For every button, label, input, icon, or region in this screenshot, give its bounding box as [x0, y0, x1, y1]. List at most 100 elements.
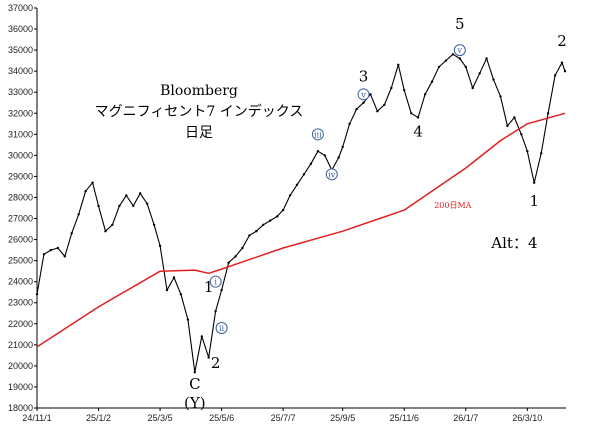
price-point	[248, 234, 251, 237]
y-tick-label: 19000	[8, 382, 33, 392]
price-point	[410, 112, 413, 115]
price-point	[526, 150, 529, 153]
price-point	[546, 112, 550, 115]
price-point	[269, 219, 272, 222]
price-point	[323, 154, 326, 157]
price-point	[132, 204, 135, 208]
price-point	[234, 255, 237, 258]
price-point	[471, 86, 474, 90]
price-point	[220, 288, 223, 292]
y-tick-label: 22000	[8, 319, 33, 329]
price-point	[403, 88, 406, 92]
circled-wave-label: ⅲ	[311, 128, 324, 141]
circled-wave-label: ⅴ	[357, 88, 370, 101]
price-point	[146, 202, 149, 205]
wave-label: 5	[455, 15, 465, 33]
x-tick-label: 26/1/7	[453, 413, 478, 423]
price-point	[316, 150, 320, 153]
price-point	[390, 86, 393, 90]
y-tick-label: 34000	[8, 66, 33, 76]
price-point	[376, 110, 379, 113]
wave-label: (Y)	[184, 394, 206, 412]
y-tick-label: 33000	[8, 87, 33, 97]
wave-circle-label: ⅰ	[214, 278, 217, 287]
x-tick-label: 26/3/10	[512, 413, 542, 423]
price-point	[77, 213, 80, 216]
price-point	[207, 356, 210, 359]
price-point	[91, 181, 94, 184]
wave-circle	[453, 44, 466, 57]
price-point	[492, 78, 495, 81]
price-point	[227, 261, 230, 264]
circled-wave-label: ⅴ	[453, 44, 466, 57]
wave-label: C	[189, 375, 200, 393]
price-point	[42, 253, 46, 256]
price-point	[533, 181, 536, 184]
x-axis: 24/11/1 25/1/2 25/3/5 25/5/6 25/7/7 25/9/5 25/…	[22, 407, 566, 423]
price-point	[172, 276, 176, 279]
price-point	[430, 80, 434, 83]
chart-title: Bloomberg マグニフィセント7 インデックス 日足	[95, 83, 304, 141]
x-tick-label: 25/11/6	[390, 413, 419, 423]
price-point	[309, 162, 313, 165]
price-point	[383, 103, 386, 107]
price-point	[341, 145, 344, 149]
chart-title-line-2: マグニフィセント7 インデックス	[95, 103, 304, 120]
wave-label: 2	[557, 32, 567, 50]
price-point	[348, 122, 351, 126]
price-point	[444, 59, 448, 62]
y-tick-label: 36000	[8, 24, 33, 34]
price-point	[478, 72, 481, 75]
price-point	[84, 190, 87, 193]
price-point	[288, 194, 292, 197]
wave-label: 1	[529, 192, 539, 210]
chart-title-line-3: 日足	[185, 125, 213, 141]
price-point	[111, 223, 114, 226]
y-tick-label: 20000	[8, 361, 33, 371]
price-point	[302, 173, 306, 176]
price-point	[49, 248, 53, 252]
price-point	[423, 93, 427, 96]
price-point	[355, 107, 358, 111]
circled-wave-label: ⅰ	[209, 275, 222, 288]
price-point	[255, 230, 258, 233]
wave-circle	[325, 168, 338, 181]
wave-label: Alt：4	[490, 234, 537, 252]
wave-circle	[357, 88, 370, 101]
price-point	[281, 208, 285, 212]
wave-label: 1	[204, 278, 214, 296]
price-point	[397, 63, 400, 66]
price-point	[506, 124, 509, 128]
y-tick-label: 18000	[8, 403, 33, 413]
y-tick-label: 31000	[8, 129, 33, 139]
price-point	[118, 204, 121, 208]
x-tick-label: 25/9/5	[330, 413, 355, 423]
wave-circle	[215, 322, 228, 334]
price-point	[241, 246, 244, 250]
y-tick-label: 37000	[8, 3, 33, 13]
price-point	[416, 116, 420, 119]
wave-circle-label: ⅴ	[457, 46, 463, 55]
price-point	[262, 223, 265, 226]
price-point	[214, 310, 217, 313]
price-point	[499, 95, 502, 98]
wave-circle-label: ⅲ	[314, 130, 322, 139]
y-tick-label: 32000	[8, 108, 33, 118]
circled-wave-label: ⅳ	[325, 168, 338, 181]
price-point	[63, 255, 66, 258]
wave-label: 4	[413, 122, 423, 140]
price-point	[553, 74, 557, 77]
price-point	[276, 215, 279, 218]
price-point	[70, 232, 73, 235]
y-tick-label: 26000	[8, 235, 33, 245]
price-point	[563, 70, 567, 73]
price-point	[104, 230, 107, 233]
price-point	[337, 156, 340, 159]
y-tick-label: 28000	[8, 192, 33, 202]
y-tick-label: 30000	[8, 150, 33, 160]
wave-circle-label: ⅳ	[328, 170, 336, 179]
wave-circle-label: ⅴ	[360, 90, 366, 99]
wave-label: 200日MA	[434, 201, 471, 210]
